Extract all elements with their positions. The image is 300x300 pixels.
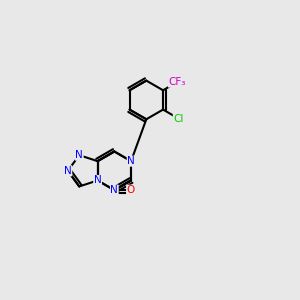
Text: N: N bbox=[64, 166, 72, 176]
Text: N: N bbox=[110, 185, 118, 195]
Text: N: N bbox=[75, 150, 83, 160]
Text: O: O bbox=[127, 185, 135, 195]
Text: Cl: Cl bbox=[173, 113, 184, 124]
Text: N: N bbox=[127, 156, 135, 166]
Text: N: N bbox=[94, 176, 101, 185]
Text: CF₃: CF₃ bbox=[169, 77, 186, 87]
